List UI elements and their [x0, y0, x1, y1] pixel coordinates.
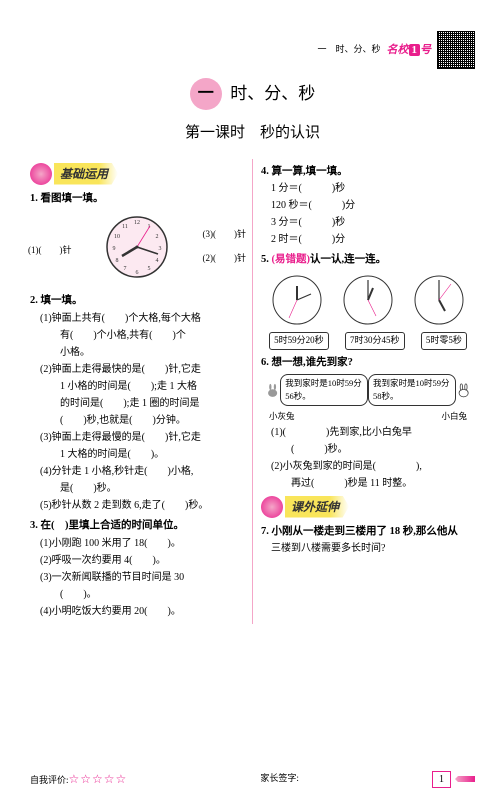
q2-5: (5)秒针从数 2 走到数 6,走了( )秒。 [40, 498, 244, 513]
q3-1: (1)小刚跑 100 米用了 18( )。 [40, 536, 244, 551]
q3-3b: ( )。 [40, 587, 244, 602]
svg-text:3: 3 [159, 246, 162, 252]
q6-2a: (2)小灰兔到家的时间是( ), [271, 459, 475, 474]
svg-text:4: 4 [156, 258, 159, 264]
page-footer: 自我评价:☆☆☆☆☆ 家长签字: 1 [30, 770, 475, 788]
self-eval: 自我评价:☆☆☆☆☆ [30, 770, 127, 788]
q1-head: 1. 看图填一填。 [30, 191, 244, 207]
q4-1: 1 分＝( )秒 [271, 181, 475, 196]
clock-icon [340, 272, 396, 328]
chapter-badge: 一 [190, 78, 222, 110]
q5-head: 5. (易错题)认一认,连一连。 [261, 252, 475, 268]
q4-3: 3 分＝( )秒 [271, 215, 475, 230]
column-divider [252, 159, 253, 624]
svg-text:9: 9 [113, 246, 116, 252]
parent-sign: 家长签字: [260, 772, 299, 786]
brand-logo: 名校1号 [387, 42, 432, 59]
q2-1b: 有( )个小格,共有( )个 [40, 328, 244, 343]
svg-text:12: 12 [134, 220, 140, 226]
svg-text:11: 11 [122, 224, 128, 230]
svg-text:6: 6 [136, 270, 139, 276]
q3-2: (2)呼吸一次约要用 4( )。 [40, 553, 244, 568]
q2-2c: 的时间是( );走 1 圈的时间是 [40, 396, 244, 411]
rabbit-icon [456, 380, 471, 400]
time-box: 5时零5秒 [421, 332, 467, 350]
q4-2: 120 秒＝( )分 [271, 198, 475, 213]
q2-3a: (3)钟面上走得最慢的是( )针,它走 [40, 430, 244, 445]
q6-2b: 再过( )秒是 11 时整。 [271, 476, 475, 491]
q3-4: (4)小明吃饭大约要用 20( )。 [40, 604, 244, 619]
time-box: 7时30分45秒 [345, 332, 405, 350]
q5-boxes: 5时59分20秒 7时30分45秒 5时零5秒 [261, 332, 475, 350]
q7-line: 三楼到八楼需要多长时间? [271, 541, 475, 556]
mascot-icon [261, 496, 283, 518]
left-column: 基础运用 1. 看图填一填。 (1)( )针 (3)( )针 (2)( )针 1… [30, 159, 244, 624]
q2-2b: 1 小格的时间是( );走 1 大格 [40, 379, 244, 394]
page-header: 一 时、分、秒 名校1号 [30, 30, 475, 70]
q1-label-2: (2)( )针 [203, 252, 247, 266]
q2-1c: 小格。 [40, 345, 244, 360]
svg-text:7: 7 [124, 266, 127, 272]
section-ext: 课外延伸 [261, 496, 475, 518]
chapter-title-row: 一 时、分、秒 [30, 78, 475, 110]
q4-4: 2 时＝( )分 [271, 232, 475, 247]
q2-2d: ( )秒,也就是( )分钟。 [40, 413, 244, 428]
q4-head: 4. 算一算,填一填。 [261, 164, 475, 180]
q6-head: 6. 想一想,谁先到家? [261, 355, 475, 371]
section-banner: 基础运用 [54, 163, 118, 185]
section-banner: 课外延伸 [285, 496, 349, 518]
svg-text:2: 2 [156, 234, 159, 240]
qr-code-icon [437, 31, 475, 69]
q6-1a: (1)( )先到家,比小白兔早 [271, 425, 475, 440]
svg-text:10: 10 [114, 234, 120, 240]
breadcrumb: 一 时、分、秒 [317, 43, 380, 57]
svg-text:8: 8 [116, 258, 119, 264]
q3-3a: (3)一次新闻联播的节目时间是 30 [40, 570, 244, 585]
clock-icon: 123 69 12 45 78 1011 [102, 212, 172, 282]
q2-3b: 1 大格的时间是( )。 [40, 447, 244, 462]
q5-clocks [261, 272, 475, 328]
q2-1a: (1)钟面上共有( )个大格,每个大格 [40, 311, 244, 326]
q2-4a: (4)分针走 1 小格,秒针走( )小格, [40, 464, 244, 479]
q2-head: 2. 填一填。 [30, 293, 244, 309]
q7-head: 7. 小刚从一楼走到三楼用了 18 秒,那么他从 [261, 524, 475, 540]
star-icon: ☆☆☆☆☆ [69, 772, 128, 786]
q1-label-1: (1)( )针 [28, 244, 72, 258]
speech-bubble: 我到家时是10时59分58秒。 [368, 374, 456, 406]
right-column: 4. 算一算,填一填。 1 分＝( )秒 120 秒＝( )分 3 分＝( )秒… [261, 159, 475, 624]
rabbit-icon [265, 380, 280, 400]
rabbit-name: 小灰兔 [269, 410, 295, 423]
q1-label-3: (3)( )针 [203, 228, 247, 242]
q3-head: 3. 在( )里填上合适的时间单位。 [30, 518, 244, 534]
q2-4b: 是( )秒。 [40, 481, 244, 496]
pencil-icon [455, 776, 475, 782]
speech-bubble: 我到家时是10时59分56秒。 [280, 374, 368, 406]
mascot-icon [30, 163, 52, 185]
clock-icon [269, 272, 325, 328]
rabbit-name: 小白兔 [441, 410, 467, 423]
q6-1b: ( )秒。 [271, 442, 475, 457]
clock-icon [411, 272, 467, 328]
svg-text:5: 5 [148, 266, 151, 272]
page-number: 1 [432, 771, 451, 788]
chapter-title: 时、分、秒 [230, 84, 315, 103]
time-box: 5时59分20秒 [269, 332, 329, 350]
q2-2a: (2)钟面上走得最快的是( )针,它走 [40, 362, 244, 377]
lesson-subtitle: 第一课时 秒的认识 [30, 122, 475, 145]
section-basic: 基础运用 [30, 163, 244, 185]
